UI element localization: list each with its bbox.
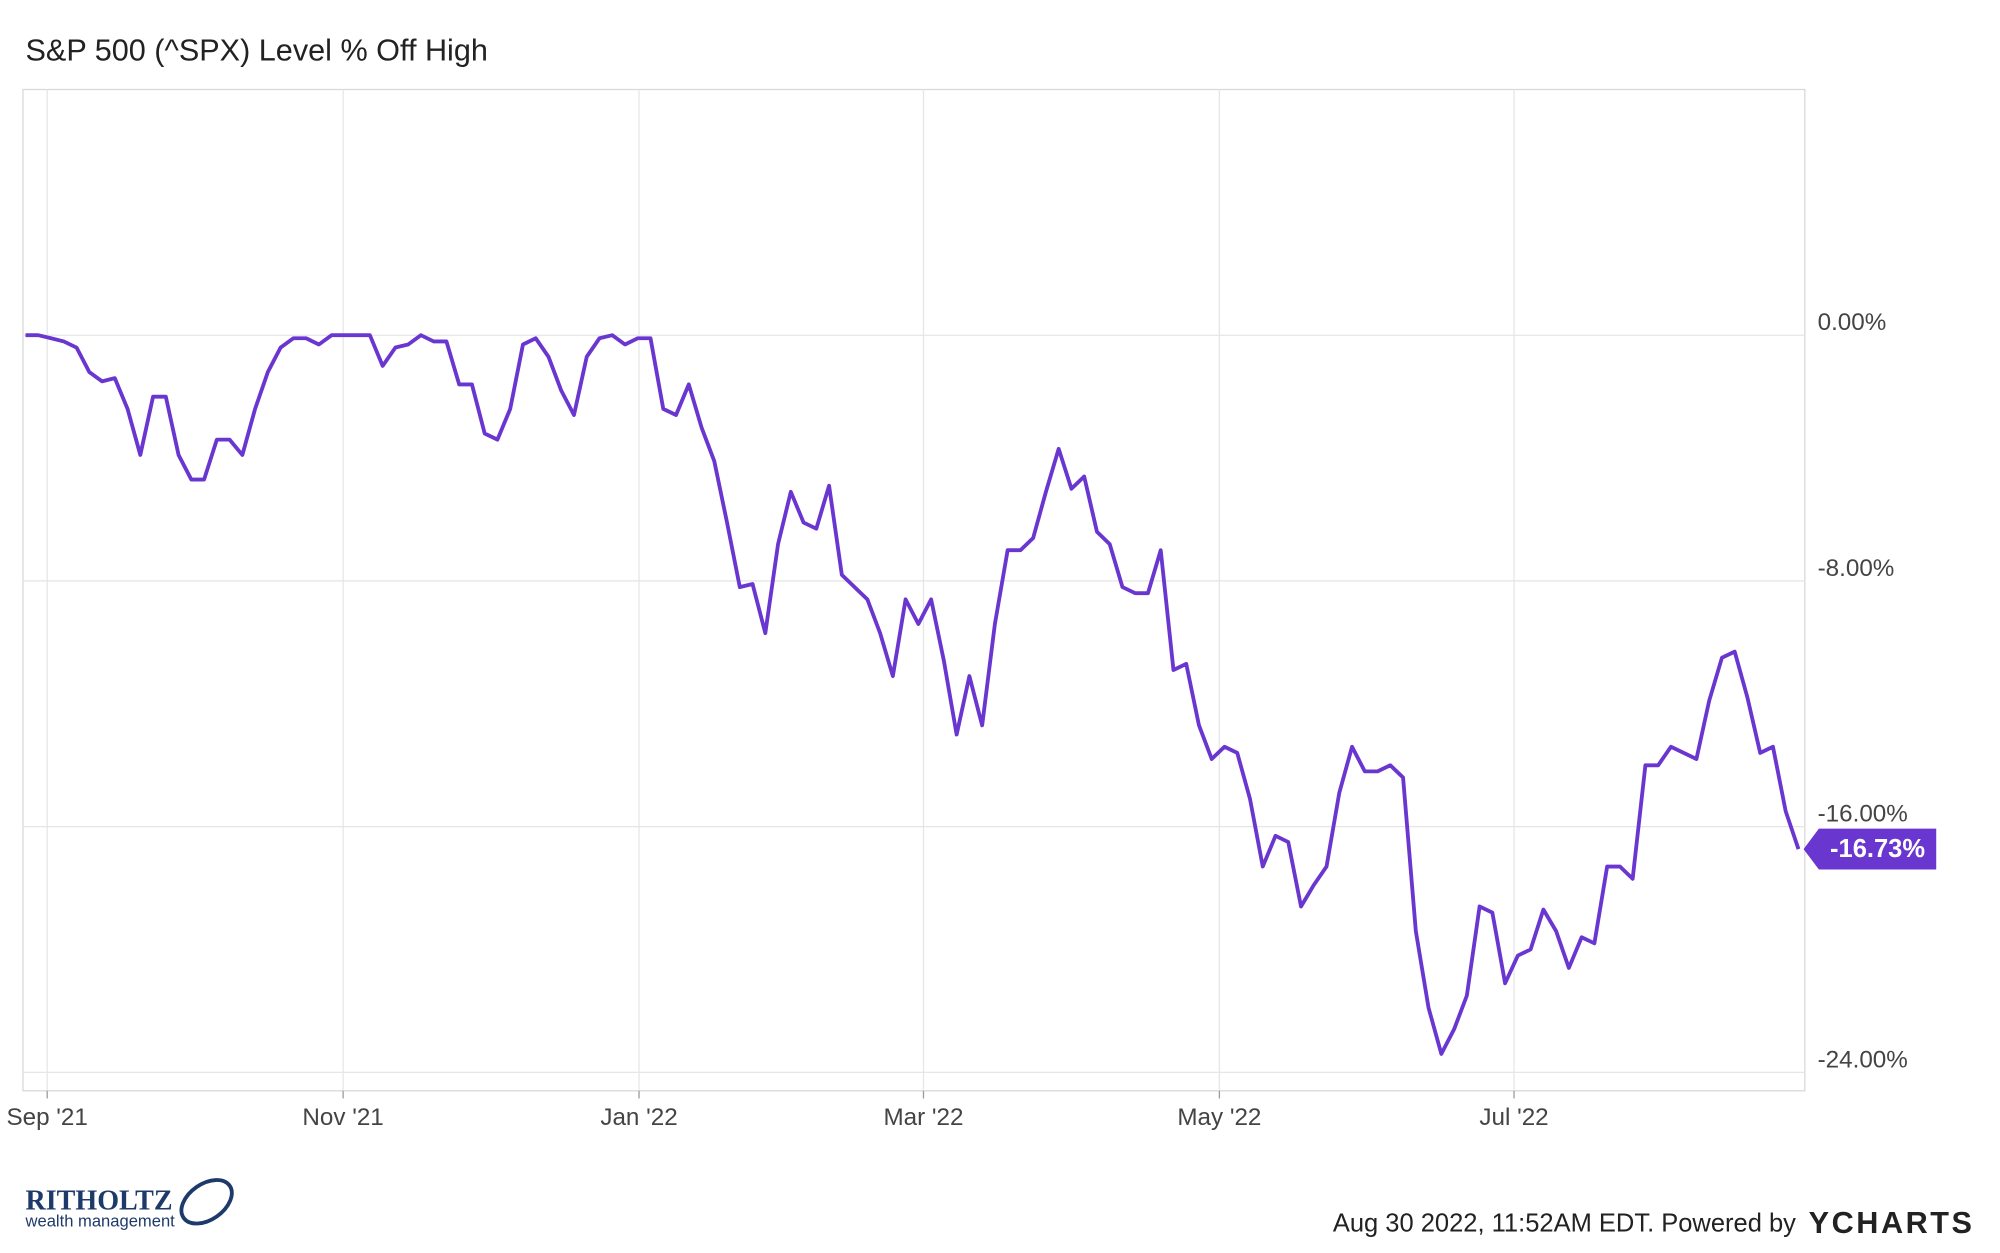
last-value-tag <box>1803 828 1937 870</box>
x-tick-label: Sep '21 <box>6 1104 87 1131</box>
x-tick-label: May '22 <box>1177 1104 1261 1131</box>
x-tick-label: Jul '22 <box>1479 1104 1548 1131</box>
timestamp: Aug 30 2022, 11:52AM EDT. Powered by <box>1333 1209 1796 1237</box>
y-tick-label: -24.00% <box>1818 1046 1908 1073</box>
logo-swoosh <box>179 1178 234 1226</box>
y-tick-label: -8.00% <box>1818 555 1895 582</box>
y-tick-label: 0.00% <box>1818 309 1887 336</box>
logo-name: RITHOLTZ <box>26 1185 173 1216</box>
plot-frame <box>22 88 1806 1092</box>
y-tick-label: -16.00% <box>1818 801 1908 828</box>
logo: RITHOLTZ wealth management <box>25 1178 234 1231</box>
x-tick-label: Nov '21 <box>302 1104 383 1131</box>
chart-title: S&P 500 (^SPX) Level % Off High <box>26 34 488 68</box>
logo-sub: wealth management <box>25 1212 176 1231</box>
last-value-label: -16.73% <box>1830 835 1925 863</box>
marks: -16.73% <box>25 333 1937 1056</box>
x-tick-label: Mar '22 <box>883 1104 963 1131</box>
grid: 0.00% -8.00% -16.00% -24.00% Sep '21 Nov '21 J… <box>6 89 1908 1131</box>
brand: YCHARTS <box>1809 1206 1975 1240</box>
x-tick-label: Jan '22 <box>600 1104 677 1131</box>
line-series <box>25 333 1801 1056</box>
